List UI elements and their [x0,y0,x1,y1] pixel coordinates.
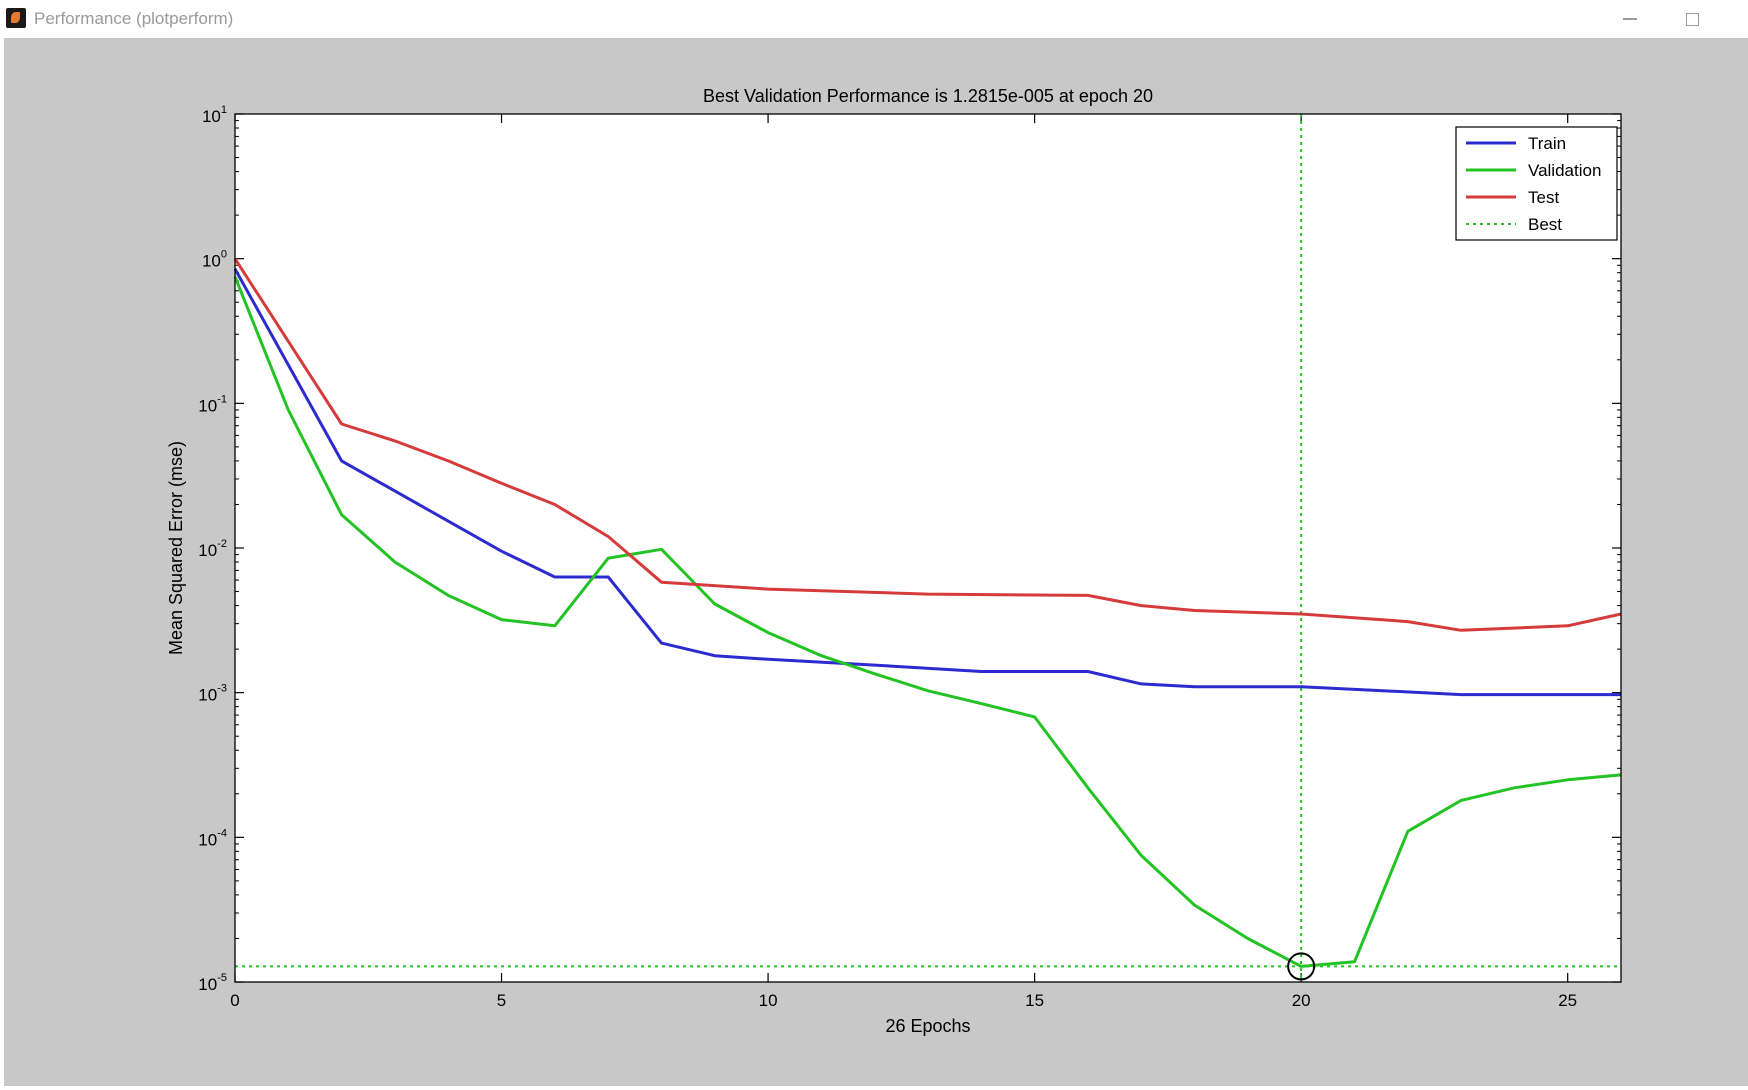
y-axis-label: Mean Squared Error (mse) [166,441,186,655]
legend-label-test: Test [1528,188,1559,207]
series-line-train [233,268,1621,697]
legend-box [1455,126,1618,241]
window-titlebar: Performance (plotperform) [0,0,1748,38]
y-tick-label: 10-3 [198,683,227,705]
y-tick-label: 10-4 [198,827,227,849]
chart-title: Best Validation Performance is 1.2815e-0… [703,86,1153,106]
performance-chart: 101 100 10-1 10-2 10-3 10-4 10-50 5 10 15 20 25 Best… [166,86,1622,1036]
x-tick-label: 10 [759,991,778,1010]
maximize-button[interactable] [1672,6,1712,32]
x-tick-label: 15 [1025,991,1044,1010]
figure-area: 101 100 10-1 10-2 10-3 10-4 10-5 0 5 10 15 20 25 Best… [4,38,1748,1086]
x-tick-label: 5 [497,991,506,1010]
legend-label-train: Train [1528,134,1566,153]
y-tick-label: 100 [202,249,227,271]
y-tick-label: 10-1 [198,393,227,415]
x-tick-label: 20 [1292,991,1311,1010]
y-tick-label: 10-2 [198,538,227,560]
plot-area [235,114,1621,982]
series-line-test [233,257,1622,632]
series-line-validation [233,276,1622,968]
maximize-icon [1685,12,1699,26]
best-point-marker [1287,952,1316,981]
minimize-icon [1623,18,1637,20]
y-tick-label: 10-5 [198,972,227,994]
x-axis-label: 26 Epochs [885,1016,970,1036]
minimize-button[interactable] [1610,6,1650,32]
axes-frame [234,113,1622,983]
x-tick-label: 25 [1558,991,1577,1010]
legend-label-validation: Validation [1528,161,1601,180]
matlab-icon [6,8,26,28]
legend-label-best: Best [1528,215,1562,234]
window-title: Performance (plotperform) [34,9,234,28]
x-tick-label: 0 [230,991,239,1010]
y-tick-label: 101 [202,104,227,126]
